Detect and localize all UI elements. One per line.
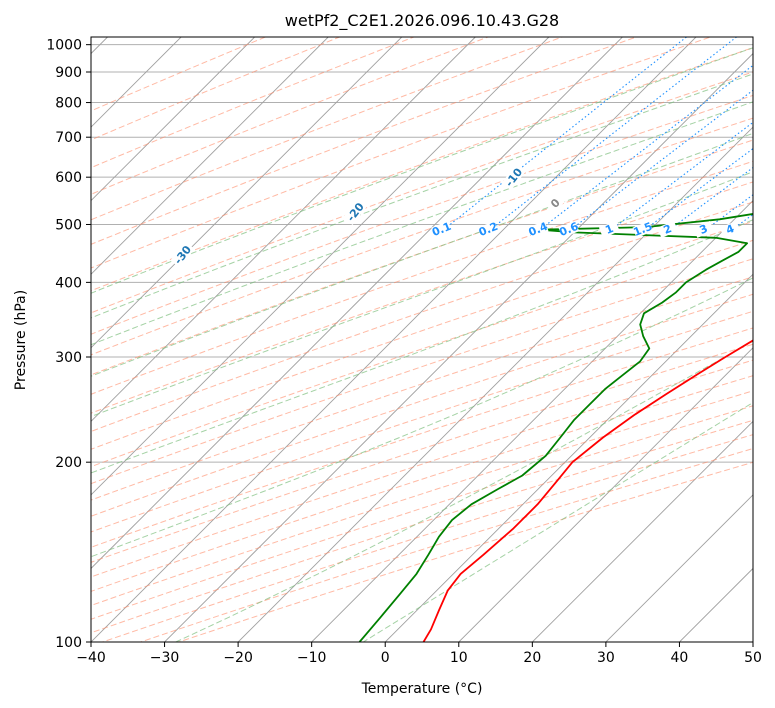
dry-adiabat-label-bg bbox=[343, 198, 368, 225]
dry-adiabat-line bbox=[91, 47, 753, 292]
y-tick-label: 1000 bbox=[46, 38, 82, 54]
x-axis-ticks: −40 −30 −20 −10 0 10 20 30 40 50 bbox=[76, 642, 762, 666]
x-tick-label: −40 bbox=[76, 650, 106, 666]
mixing-ratio-line bbox=[610, 121, 753, 231]
dry-adiabat-label-bg bbox=[170, 241, 195, 268]
dry-adiabat-line bbox=[91, 327, 753, 548]
dry-adiabat-line bbox=[91, 37, 490, 195]
y-tick-label: 800 bbox=[55, 96, 82, 112]
y-tick-label: 700 bbox=[55, 130, 82, 146]
dry-adiabat-line bbox=[91, 343, 753, 563]
mixing-ratio-label-bg bbox=[558, 220, 580, 238]
dry-adiabat-line bbox=[91, 201, 753, 433]
isotherm-line bbox=[752, 641, 753, 642]
isotherm-line bbox=[384, 273, 753, 642]
x-tick-label: 40 bbox=[671, 650, 689, 666]
y-tick-label: 400 bbox=[55, 275, 82, 291]
mixing-ratio-line bbox=[539, 64, 753, 231]
mixing-ratio-lines bbox=[443, 30, 775, 231]
dry-adiabat-line bbox=[91, 160, 753, 395]
chart-title: wetPf2_C2E1.2026.096.10.43.G28 bbox=[285, 11, 559, 31]
dry-adiabat-line bbox=[91, 220, 753, 450]
dry-adiabat-line bbox=[91, 293, 753, 517]
y-tick-label: 900 bbox=[55, 65, 82, 81]
moist-adiabat-line bbox=[91, 219, 753, 474]
isotherm-line bbox=[91, 37, 476, 422]
x-tick-label: −10 bbox=[297, 650, 327, 666]
mixing-ratio-label: 3 bbox=[698, 222, 710, 237]
moist-adiabat-line bbox=[175, 340, 753, 642]
mixing-ratio-label-bg bbox=[477, 220, 499, 238]
x-tick-label: 0 bbox=[381, 650, 390, 666]
plot-frame bbox=[90, 36, 754, 643]
dry-adiabat-line bbox=[91, 37, 638, 245]
sounding-series bbox=[358, 213, 753, 642]
x-tick-label: −20 bbox=[223, 650, 253, 666]
moist-adiabat-line bbox=[91, 171, 753, 418]
mixing-ratio-line bbox=[489, 37, 738, 231]
isotherm-line bbox=[91, 37, 329, 275]
moist-adiabat-line bbox=[91, 101, 753, 346]
mixing-ratio-label-bg bbox=[598, 220, 620, 238]
dry-adiabat-label-bg bbox=[501, 164, 526, 191]
mixing-ratio-label-bg bbox=[657, 220, 679, 238]
y-tick-label: 600 bbox=[55, 170, 82, 186]
isotherm-line bbox=[91, 37, 623, 570]
dry-adiabat-line bbox=[91, 117, 753, 356]
mixing-ratio-label-bg bbox=[693, 220, 715, 238]
isotherm-line bbox=[311, 200, 753, 642]
isotherm-line bbox=[91, 37, 255, 202]
mixing-ratio-line bbox=[771, 30, 775, 230]
x-tick-label: 20 bbox=[523, 650, 541, 666]
dewpoint-profile bbox=[358, 213, 753, 642]
dry-adiabat-line bbox=[91, 37, 713, 269]
isotherm-line bbox=[458, 347, 753, 642]
isotherm-line bbox=[91, 37, 403, 349]
mixing-ratio-label: 2 bbox=[662, 222, 674, 237]
moist-adiabats bbox=[91, 47, 753, 642]
dry-adiabat-line bbox=[91, 390, 753, 607]
x-tick-label: 10 bbox=[450, 650, 468, 666]
mixing-ratio-line bbox=[443, 37, 688, 231]
x-tick-label: 30 bbox=[597, 650, 615, 666]
mixing-ratio-label-bg bbox=[719, 220, 741, 238]
mixing-ratio-label: 1 bbox=[603, 222, 615, 237]
x-tick-label: −30 bbox=[150, 650, 180, 666]
isotherm-line bbox=[605, 494, 753, 642]
x-axis-label: Temperature (°C) bbox=[361, 681, 483, 697]
y-tick-label: 500 bbox=[55, 217, 82, 233]
y-tick-label: 200 bbox=[55, 455, 82, 471]
temperature-profile bbox=[422, 339, 753, 642]
moist-adiabat-line bbox=[91, 47, 753, 294]
x-tick-label: 50 bbox=[744, 650, 762, 666]
dry-adiabat-line bbox=[91, 37, 267, 112]
isotherm-line bbox=[164, 52, 753, 642]
dry-adiabat-line bbox=[91, 37, 416, 169]
moist-adiabat-line bbox=[91, 277, 753, 558]
y-tick-label: 100 bbox=[55, 635, 82, 651]
moist-adiabat-label-bg bbox=[545, 193, 565, 213]
mixing-ratio-label-bg bbox=[632, 220, 654, 238]
dry-adiabat-line bbox=[91, 359, 753, 578]
y-axis-label: Pressure (hPa) bbox=[13, 290, 29, 390]
dry-adiabat-line bbox=[91, 276, 753, 501]
isotherm-line bbox=[91, 37, 550, 496]
mixing-ratio-label-bg bbox=[527, 220, 549, 238]
dry-adiabat-line bbox=[91, 258, 753, 485]
y-tick-label: 300 bbox=[55, 350, 82, 366]
mixing-ratio-label-bg bbox=[431, 220, 453, 238]
plot-area bbox=[91, 37, 753, 642]
isotherm-line bbox=[532, 420, 753, 642]
y-axis-ticks: 100 200 300 400 500 600 700 800 900 1000 bbox=[46, 38, 91, 651]
